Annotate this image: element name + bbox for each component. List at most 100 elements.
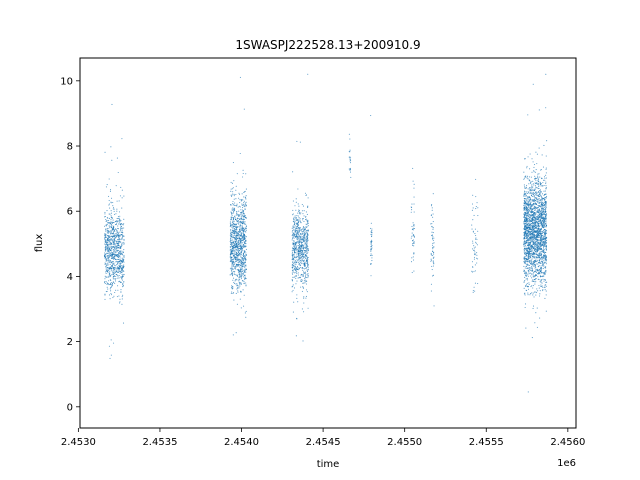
data-point bbox=[525, 261, 527, 263]
data-point bbox=[236, 240, 238, 242]
data-point bbox=[471, 228, 473, 230]
data-point bbox=[242, 218, 244, 221]
data-point bbox=[235, 332, 237, 334]
data-point bbox=[544, 242, 546, 244]
data-point bbox=[540, 256, 542, 259]
data-point bbox=[524, 276, 526, 279]
data-point bbox=[528, 183, 530, 185]
data-point bbox=[542, 236, 544, 238]
data-point bbox=[545, 271, 547, 273]
data-point bbox=[292, 284, 294, 286]
data-point bbox=[537, 210, 539, 212]
data-point bbox=[238, 280, 240, 282]
data-point bbox=[531, 253, 534, 255]
data-point bbox=[542, 267, 544, 269]
data-point bbox=[238, 192, 240, 194]
data-point bbox=[307, 205, 309, 207]
data-point bbox=[239, 152, 241, 155]
data-point bbox=[299, 248, 301, 250]
data-point bbox=[306, 257, 309, 259]
data-point bbox=[245, 282, 247, 284]
data-point bbox=[537, 208, 539, 210]
data-point bbox=[526, 209, 528, 211]
data-point bbox=[123, 248, 125, 251]
data-point bbox=[533, 296, 535, 298]
data-point bbox=[231, 244, 233, 246]
data-point bbox=[524, 222, 526, 224]
data-point bbox=[237, 245, 239, 247]
data-point bbox=[302, 256, 304, 258]
data-point bbox=[536, 187, 538, 189]
data-point bbox=[294, 225, 296, 227]
data-point bbox=[107, 232, 109, 234]
data-point bbox=[115, 270, 117, 273]
data-point bbox=[237, 243, 239, 245]
data-point bbox=[108, 213, 110, 215]
data-point bbox=[305, 283, 308, 285]
data-point bbox=[239, 223, 241, 225]
data-point bbox=[298, 212, 300, 214]
data-point bbox=[108, 249, 110, 251]
data-point bbox=[109, 271, 111, 273]
data-point bbox=[232, 245, 234, 247]
data-point bbox=[305, 289, 308, 291]
data-point bbox=[371, 260, 373, 262]
data-point bbox=[121, 268, 123, 270]
data-point bbox=[370, 222, 372, 224]
data-point bbox=[530, 204, 532, 206]
data-point bbox=[529, 233, 531, 235]
data-point bbox=[123, 223, 125, 225]
data-point bbox=[535, 192, 537, 194]
data-point bbox=[305, 226, 307, 229]
data-point bbox=[117, 227, 119, 230]
data-point bbox=[538, 236, 540, 238]
data-point bbox=[539, 219, 541, 221]
data-point bbox=[109, 189, 112, 191]
data-point bbox=[239, 202, 241, 204]
data-point bbox=[240, 307, 242, 309]
data-point bbox=[524, 279, 526, 282]
data-point bbox=[103, 255, 106, 257]
data-point bbox=[121, 227, 123, 229]
data-point bbox=[539, 246, 541, 248]
data-point bbox=[307, 277, 309, 279]
data-point bbox=[535, 177, 538, 180]
data-point bbox=[291, 267, 293, 269]
data-point bbox=[106, 267, 109, 269]
data-point bbox=[114, 251, 116, 253]
data-point bbox=[306, 238, 309, 240]
data-point bbox=[541, 231, 543, 233]
data-point bbox=[433, 305, 435, 307]
data-point bbox=[531, 233, 533, 235]
data-point bbox=[535, 226, 537, 228]
data-point bbox=[119, 272, 121, 274]
data-point bbox=[545, 263, 548, 265]
data-point bbox=[242, 242, 244, 244]
data-point bbox=[295, 257, 297, 259]
data-point bbox=[113, 252, 115, 254]
data-point bbox=[531, 285, 533, 287]
data-point bbox=[537, 255, 539, 258]
data-point bbox=[105, 271, 107, 273]
data-point bbox=[475, 242, 477, 244]
data-point bbox=[543, 222, 546, 224]
data-point bbox=[235, 274, 237, 276]
data-point bbox=[540, 285, 542, 287]
data-point bbox=[112, 219, 114, 221]
data-point bbox=[121, 286, 124, 288]
data-point bbox=[537, 220, 539, 223]
data-point bbox=[537, 250, 539, 252]
data-point bbox=[232, 233, 234, 235]
data-point bbox=[529, 153, 531, 155]
data-point bbox=[241, 214, 243, 216]
data-point bbox=[534, 283, 536, 285]
data-point bbox=[109, 357, 111, 359]
data-point bbox=[113, 235, 115, 237]
data-point bbox=[530, 198, 532, 201]
data-point bbox=[433, 253, 435, 255]
data-point bbox=[117, 231, 119, 233]
data-point bbox=[112, 249, 114, 251]
data-point bbox=[244, 245, 246, 247]
data-point bbox=[540, 222, 542, 224]
data-point bbox=[244, 223, 246, 225]
